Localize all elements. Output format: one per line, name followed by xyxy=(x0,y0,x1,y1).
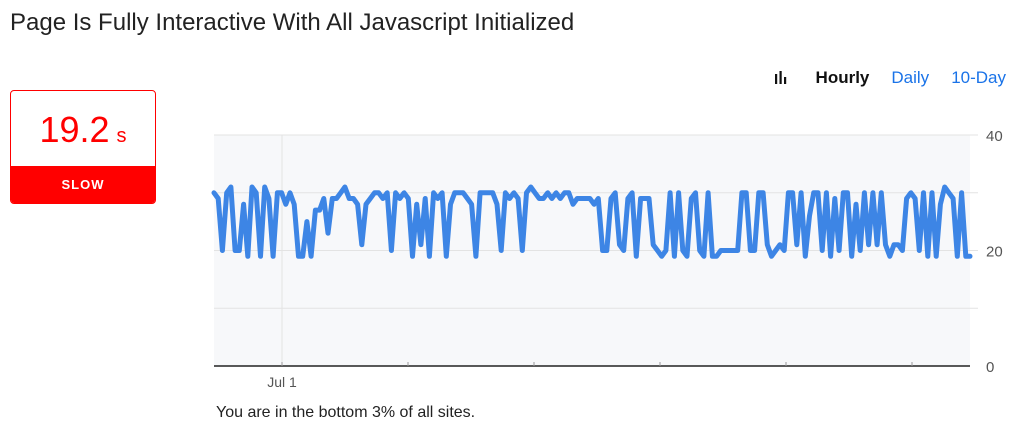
metric-number: 19.2 xyxy=(39,109,110,150)
tab-10-day[interactable]: 10-Day xyxy=(951,68,1006,87)
metric-rating-badge: SLOW xyxy=(11,166,155,203)
bar-chart-icon[interactable] xyxy=(774,70,788,86)
metric-unit: s xyxy=(116,125,127,147)
page-title: Page Is Fully Interactive With All Javas… xyxy=(10,9,575,36)
y-tick-label: 20 xyxy=(986,244,1003,261)
y-tick-label: 40 xyxy=(986,128,1003,145)
series-line xyxy=(211,184,973,259)
tab-daily[interactable]: Daily xyxy=(891,68,930,87)
metric-card: 19.2 s SLOW xyxy=(10,90,156,204)
metric-value: 19.2 s xyxy=(11,109,155,151)
y-tick-label: 0 xyxy=(986,359,994,376)
time-range-tabs: Hourly Daily 10-Day xyxy=(774,68,1006,88)
percentile-footnote: You are in the bottom 3% of all sites. xyxy=(216,404,476,421)
line-chart: 0 20 40 Jul 1 xyxy=(211,128,1003,390)
tab-hourly[interactable]: Hourly xyxy=(815,68,870,87)
x-tick-label: Jul 1 xyxy=(267,374,297,390)
